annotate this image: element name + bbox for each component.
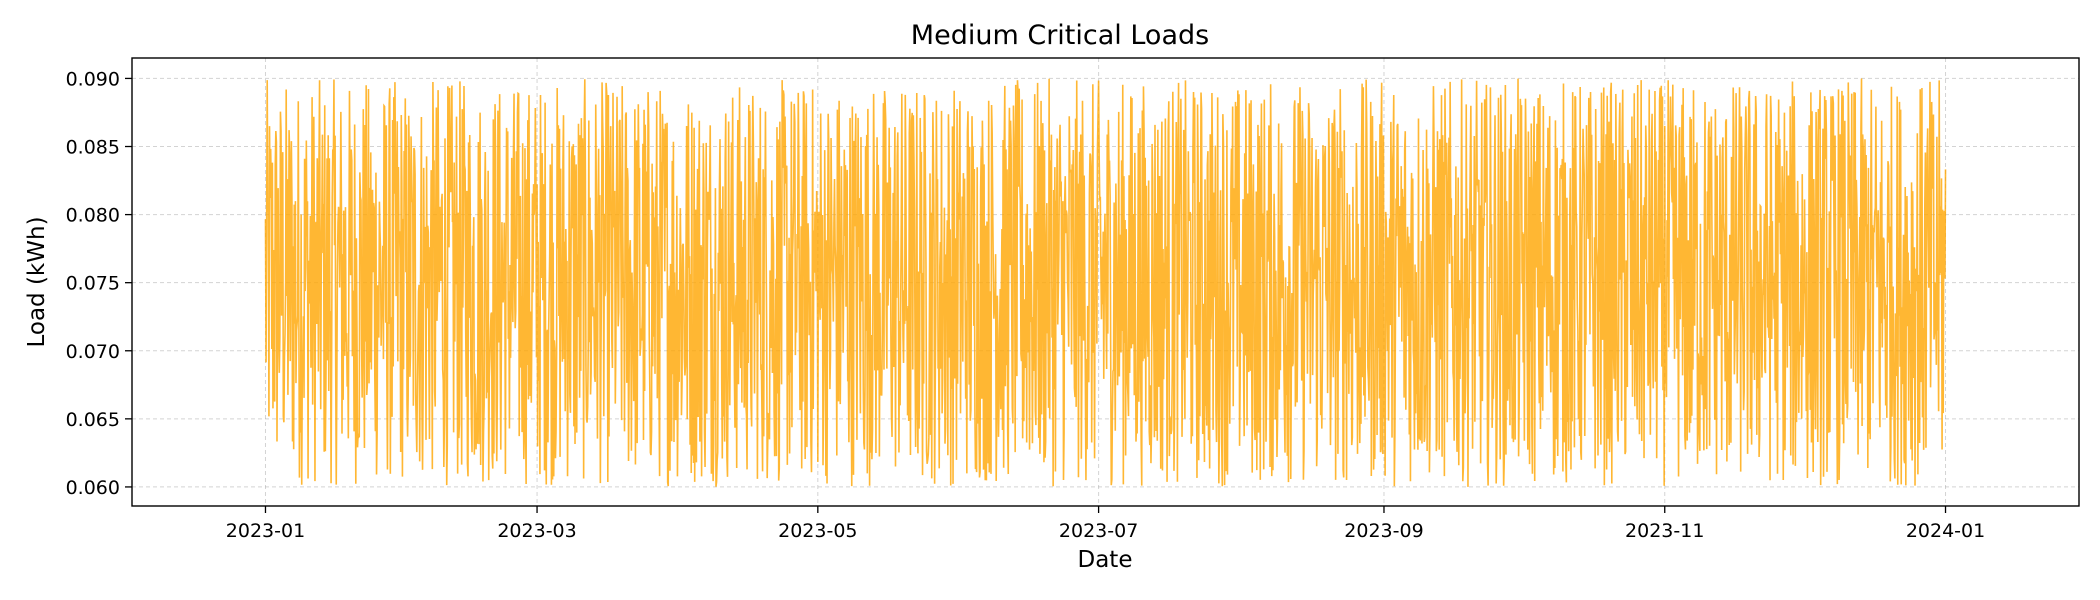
series-line	[264, 78, 1947, 487]
x-tick-label: 2024-01	[1906, 520, 1985, 542]
y-tick-label: 0.065	[66, 409, 120, 431]
x-tick-label: 2023-05	[778, 520, 857, 542]
x-tick-label: 2023-01	[226, 520, 305, 542]
y-axis: 0.060 0.065 0.070 0.075 0.080 0.085 0.090	[66, 68, 132, 499]
x-axis: 2023-01 2023-03 2023-05 2023-07 2023-09 2023-…	[226, 506, 1985, 542]
y-tick-label: 0.075	[66, 273, 120, 295]
x-tick-label: 2023-07	[1059, 520, 1138, 542]
chart-title: Medium Critical Loads	[911, 20, 1209, 51]
y-tick-label: 0.090	[66, 68, 120, 90]
x-tick-label: 2023-03	[497, 520, 576, 542]
y-axis-label: Load (kWh)	[24, 216, 50, 347]
y-tick-label: 0.060	[66, 477, 120, 499]
plot-frame	[131, 57, 2080, 507]
x-tick-label: 2023-09	[1344, 520, 1423, 542]
y-tick-label: 0.080	[66, 205, 120, 227]
y-tick-label: 0.085	[66, 137, 120, 159]
y-tick-label: 0.070	[66, 341, 120, 363]
x-axis-label: Date	[1078, 547, 1133, 573]
x-tick-label: 2023-11	[1625, 520, 1704, 542]
